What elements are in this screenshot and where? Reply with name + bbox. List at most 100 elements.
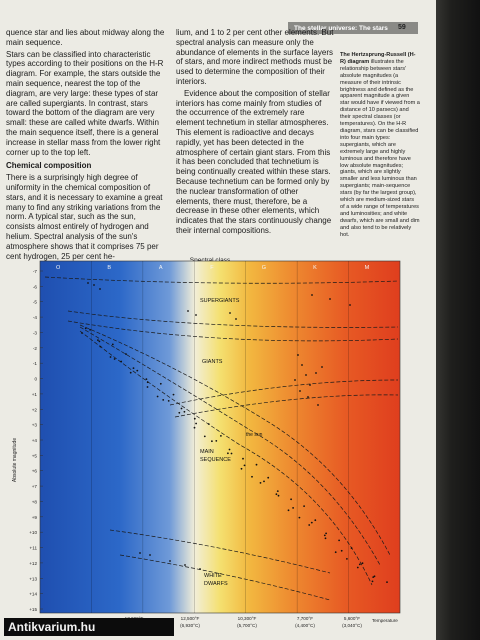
star-dot bbox=[325, 532, 327, 535]
star-dot bbox=[178, 411, 181, 414]
star-dot bbox=[84, 327, 87, 330]
label-the-sun: the sun bbox=[246, 432, 263, 438]
star-dot bbox=[111, 343, 114, 346]
star-dot bbox=[350, 547, 353, 549]
star-dot bbox=[259, 482, 262, 484]
star-dot bbox=[361, 562, 364, 565]
star-dot bbox=[203, 435, 206, 438]
star-dot bbox=[317, 404, 319, 406]
y-tick-label: +15 bbox=[29, 607, 37, 612]
star-dot bbox=[193, 426, 196, 429]
star-dot bbox=[340, 549, 343, 552]
star-dot bbox=[132, 367, 135, 369]
star-dot bbox=[277, 494, 280, 497]
star-dot bbox=[290, 498, 292, 501]
star-dot bbox=[220, 435, 222, 437]
star-dot bbox=[195, 314, 197, 316]
label-supergiants: SUPERGIANTS bbox=[200, 298, 240, 304]
star-dot bbox=[81, 332, 83, 334]
star-dot bbox=[240, 467, 243, 470]
star-dot bbox=[211, 440, 213, 443]
star-dot bbox=[315, 372, 317, 374]
temperature-c: (5,700°C) bbox=[237, 623, 257, 628]
y-tick-label: -2 bbox=[33, 346, 38, 351]
class-label-F: F bbox=[210, 265, 214, 271]
class-label-B: B bbox=[107, 265, 111, 271]
star-dot bbox=[193, 417, 196, 420]
star-dot bbox=[251, 475, 253, 478]
y-tick-label: +2 bbox=[32, 407, 38, 412]
star-dot bbox=[323, 534, 326, 537]
y-tick-label: +1 bbox=[32, 392, 38, 397]
class-label-A: A bbox=[159, 265, 163, 271]
star-dot bbox=[149, 554, 151, 556]
star-dot bbox=[292, 507, 294, 509]
star-dot bbox=[169, 560, 171, 562]
star-dot bbox=[371, 580, 374, 583]
star-dot bbox=[349, 304, 351, 306]
label-giants: GIANTS bbox=[202, 359, 223, 365]
y-tick-label: +13 bbox=[29, 576, 37, 581]
y-tick-label: +7 bbox=[32, 484, 38, 489]
running-title: The stellar universe: The stars bbox=[288, 22, 418, 34]
star-dot bbox=[242, 457, 244, 460]
book-edge bbox=[432, 0, 480, 640]
y-tick-label: +10 bbox=[29, 530, 37, 535]
temperature-c: (3,040°C) bbox=[342, 623, 362, 628]
y-tick-label: +6 bbox=[32, 469, 38, 474]
star-dot bbox=[321, 366, 323, 368]
star-dot bbox=[98, 340, 101, 343]
star-dot bbox=[146, 381, 149, 384]
star-dot bbox=[301, 364, 303, 366]
star-dot bbox=[299, 390, 301, 392]
star-dot bbox=[373, 575, 376, 578]
star-dot bbox=[183, 410, 186, 413]
star-dot bbox=[207, 423, 210, 425]
star-dot bbox=[136, 369, 139, 372]
paragraph: Stars can be classified into characteris… bbox=[6, 49, 164, 157]
watermark: Antikvarium.hu bbox=[4, 618, 174, 636]
star-dot bbox=[386, 581, 388, 583]
star-dot bbox=[230, 452, 233, 455]
star-dot bbox=[255, 463, 258, 466]
star-dot bbox=[309, 384, 311, 386]
star-dot bbox=[113, 358, 116, 360]
star-dot bbox=[297, 354, 299, 356]
class-label-K: K bbox=[313, 265, 317, 271]
star-dot bbox=[167, 400, 170, 402]
figure-caption: The Hertzsprung-Russell (H-R) diagram il… bbox=[340, 52, 420, 238]
y-tick-label: -3 bbox=[33, 330, 38, 335]
star-dot bbox=[358, 563, 361, 566]
y-tick-label: -7 bbox=[33, 269, 38, 274]
temperature-f: 7,700°F bbox=[297, 616, 313, 621]
star-dot bbox=[159, 382, 162, 385]
star-dot bbox=[228, 448, 231, 451]
caption-title: The Hertzsprung-Russell (H-R) diagram bbox=[340, 52, 416, 65]
star-dot bbox=[267, 476, 270, 479]
paragraph: quence star and lies about midway along … bbox=[6, 28, 165, 47]
y-tick-label: +11 bbox=[30, 546, 38, 551]
star-dot bbox=[187, 310, 189, 312]
y-tick-label: +5 bbox=[32, 453, 38, 458]
star-dot bbox=[298, 516, 301, 519]
star-dot bbox=[356, 566, 359, 569]
star-dot bbox=[215, 440, 218, 442]
star-dot bbox=[303, 505, 305, 507]
star-dot bbox=[346, 558, 348, 560]
y-tick-label: +14 bbox=[29, 592, 37, 597]
y-axis-ticks: -7 -6 -5 -4 -3 -2 -1 0 +1 +2 +3 +4 +5 +6 +7 +8 +9 +10 +11 +… bbox=[29, 269, 43, 612]
page-number: 59 bbox=[398, 24, 406, 31]
label-white-dwarfs-2: DWARFS bbox=[204, 581, 228, 587]
hr-diagram: Spectral class O B A F G K M -7 -6 -5 -4 -3 -2 -1 0 +1… bbox=[0, 255, 436, 640]
star-dot bbox=[125, 353, 127, 355]
plot-background bbox=[40, 261, 400, 613]
section-heading: Chemical composition bbox=[6, 161, 92, 171]
y-tick-label: -5 bbox=[33, 300, 38, 305]
temperature-axis-label: Temperature bbox=[372, 618, 398, 623]
star-dot bbox=[294, 379, 296, 381]
y-tick-label: +3 bbox=[32, 423, 38, 428]
book-page: The stellar universe: The stars 59 quenc… bbox=[0, 0, 436, 640]
y-tick-label: +12 bbox=[29, 561, 37, 566]
star-dot bbox=[146, 386, 149, 388]
